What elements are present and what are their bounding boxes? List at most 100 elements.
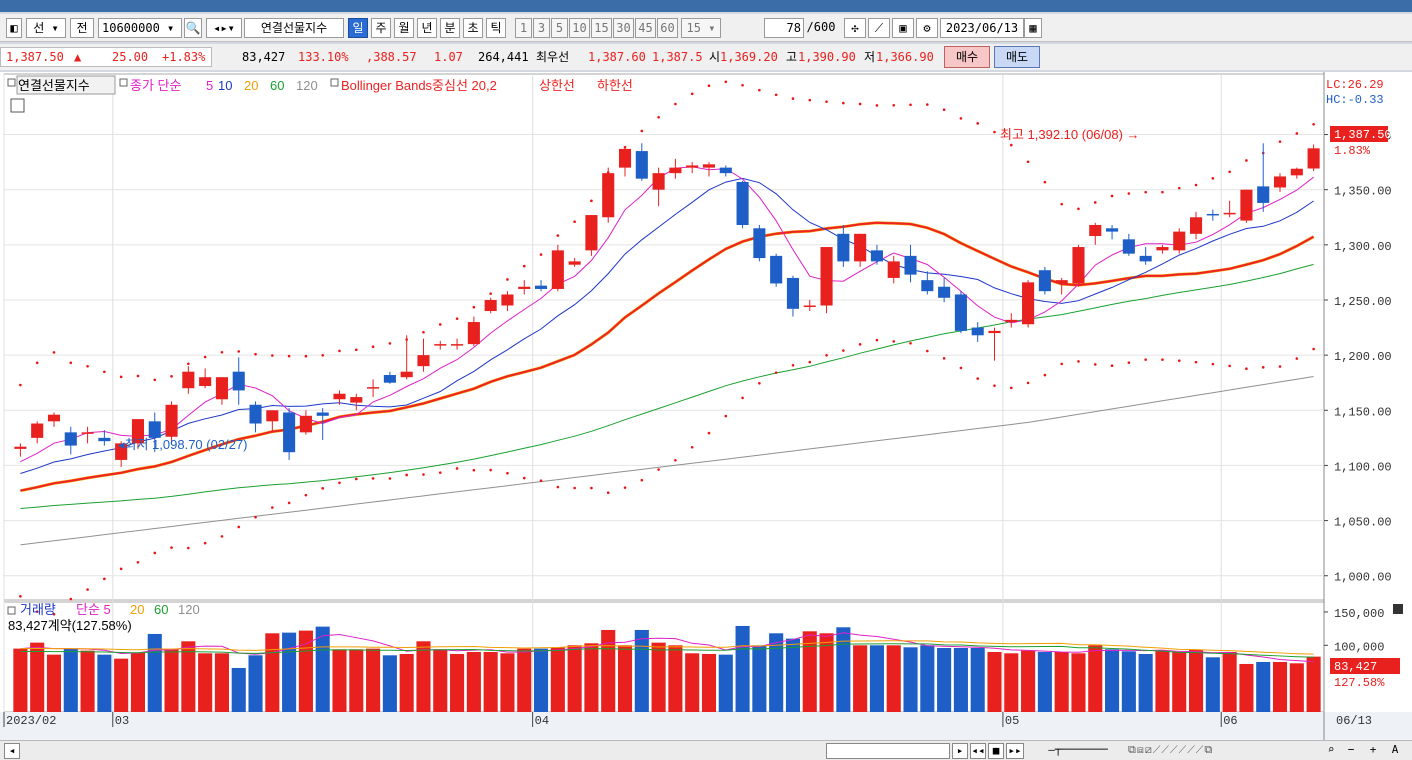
lower-band-dot — [119, 567, 123, 571]
buy-button[interactable]: 매수 — [944, 46, 990, 68]
interval-button-30[interactable]: 30 — [613, 18, 634, 38]
period-tab-4[interactable]: 분 — [440, 18, 460, 38]
chart-area[interactable]: 1,400.001,350.001,300.001,250.001,200.00… — [0, 72, 1412, 740]
lower-band-dot — [674, 458, 677, 462]
type-button[interactable]: 전 — [70, 18, 94, 38]
low-annotation: ◂최저 1,098.70 (02/27) — [118, 437, 247, 452]
mode-select[interactable]: 선 ▾ — [26, 18, 66, 38]
candle-body — [316, 412, 329, 416]
search-icon[interactable]: 🔍 — [184, 18, 202, 38]
volume-bar — [298, 630, 313, 712]
upper-band-dot — [304, 354, 308, 358]
save-icon[interactable]: ▣ — [892, 18, 914, 38]
font-size-icon[interactable]: A — [1391, 743, 1399, 756]
upper-band-dot — [354, 348, 358, 352]
trendline-icon[interactable]: ⟋ — [868, 18, 890, 38]
volume-bar — [248, 655, 263, 712]
best-bid: 1,387.60 — [588, 50, 646, 64]
gear-icon[interactable]: ⚙ — [916, 18, 938, 38]
candle-body — [686, 165, 699, 168]
upper-band-dot — [455, 317, 459, 320]
upper-band-dot — [1194, 183, 1198, 187]
scroll-left-icon[interactable]: ◂ — [4, 743, 20, 759]
prev-next-arrows-icon[interactable]: ◂▸▾ — [206, 18, 242, 38]
date-input[interactable]: 2023/06/13 — [940, 18, 1024, 38]
candle-body — [199, 377, 212, 387]
window-icon[interactable]: ◧ — [6, 18, 22, 38]
high-annotation: 최고 1,392.10 (06/08) → — [1000, 127, 1140, 142]
scrollbar-thumb[interactable] — [826, 743, 950, 759]
lower-band-dot — [321, 487, 325, 490]
volume-bar — [1289, 663, 1304, 712]
candle-body — [585, 215, 598, 251]
candle-body — [1189, 217, 1203, 234]
tick-select[interactable]: 15 ▾ — [681, 18, 721, 38]
chart-canvas[interactable]: 1,400.001,350.001,300.001,250.001,200.00… — [0, 72, 1412, 740]
interval-button-5[interactable]: 5 — [551, 18, 568, 38]
interval-button-1[interactable]: 1 — [515, 18, 532, 38]
lower-band-dot — [187, 546, 190, 550]
candle-body — [820, 247, 833, 306]
interval-button-45[interactable]: 45 — [635, 18, 656, 38]
fast-forward-icon[interactable]: ▸▸ — [1006, 743, 1024, 759]
volume-bar — [181, 641, 196, 712]
scrollbar-track[interactable] — [22, 743, 822, 759]
calendar-icon[interactable]: ▦ — [1024, 18, 1042, 38]
lower-band-dot — [539, 479, 543, 483]
upper-band-dot — [791, 97, 795, 100]
count-input[interactable]: 78 — [764, 18, 804, 38]
candle-body — [1122, 239, 1135, 254]
period-tab-0[interactable]: 일 — [348, 18, 368, 38]
volume-bar — [483, 651, 498, 712]
period-tab-5[interactable]: 초 — [463, 18, 483, 38]
y-tick-label: 1,300.00 — [1334, 240, 1392, 254]
lower-band-dot — [1009, 386, 1013, 390]
sell-button[interactable]: 매도 — [994, 46, 1040, 68]
period-tab-2[interactable]: 월 — [394, 18, 414, 38]
candle-body — [635, 151, 648, 179]
candle-body — [131, 419, 145, 444]
current-price-tag: 1,387.50 — [1334, 128, 1392, 142]
play-icon[interactable]: ▸ — [952, 743, 968, 759]
volume-bar — [937, 647, 952, 712]
candle-body — [1307, 148, 1320, 169]
upper-band-dot — [1161, 190, 1164, 194]
crosshair-icon[interactable]: ✣ — [844, 18, 866, 38]
volume-bar — [382, 655, 397, 712]
upper-band-dot — [338, 349, 341, 353]
lower-band-dot — [522, 476, 526, 480]
drawing-tools[interactable]: ⧉⧈⧄⟋⟋⟋⟋⟋⟋⧉ — [1128, 743, 1214, 756]
interval-button-10[interactable]: 10 — [569, 18, 590, 38]
period-tab-3[interactable]: 년 — [417, 18, 437, 38]
lower-band-dot — [875, 338, 879, 342]
lower-band-dot — [640, 478, 644, 482]
candle-body — [1290, 168, 1303, 176]
lower-band-dot — [170, 546, 173, 549]
best-label: 최우선 — [536, 50, 570, 64]
period-tab-6[interactable]: 틱 — [486, 18, 506, 38]
candle-body — [350, 397, 363, 403]
legend-bullet — [330, 78, 339, 87]
legend-ma-label: 종가 단순 — [130, 78, 181, 93]
lower-band-dot — [858, 343, 862, 346]
candle-body — [383, 374, 396, 383]
ma120-line — [20, 376, 1314, 546]
interval-button-15[interactable]: 15 — [591, 18, 612, 38]
candle-body — [1173, 231, 1186, 251]
volume-bar — [282, 632, 297, 712]
zoom-out-icon[interactable]: − — [1347, 743, 1355, 756]
zoom-in-icon[interactable]: + — [1369, 743, 1377, 756]
zoom-slider[interactable]: ‒┬─────── — [1048, 743, 1108, 756]
interval-button-3[interactable]: 3 — [533, 18, 550, 38]
code-input[interactable]: 10600000 ▾ — [98, 18, 182, 38]
candle-body — [652, 173, 665, 190]
rewind-icon[interactable]: ◂◂ — [970, 743, 986, 759]
period-tab-1[interactable]: 주 — [371, 18, 391, 38]
upper-band-dot — [674, 102, 677, 106]
interval-button-60[interactable]: 60 — [657, 18, 678, 38]
stop-icon[interactable]: ■ — [988, 743, 1004, 759]
upper-band-dot — [1144, 190, 1147, 194]
zoom-search-icon[interactable]: ⌕ — [1327, 743, 1335, 756]
open-price: 1,369.20 — [720, 50, 778, 64]
volume-ma20-line — [20, 640, 1314, 655]
